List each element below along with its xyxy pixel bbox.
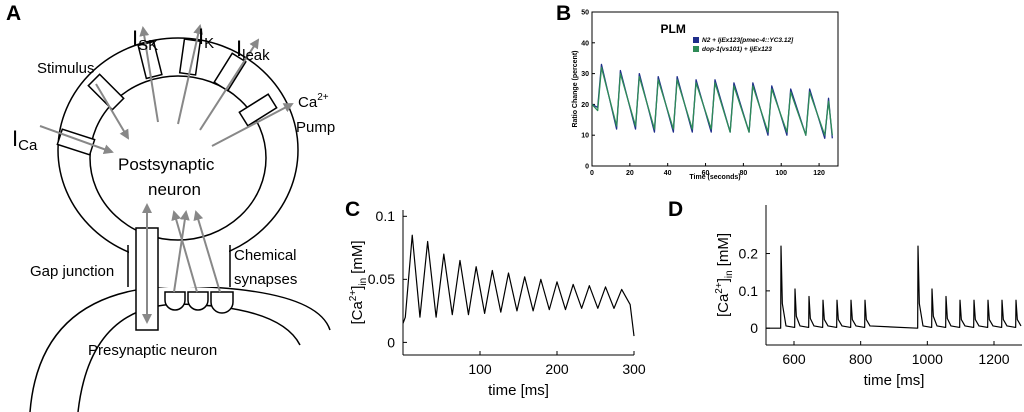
y-tick-label: 0.1 (739, 283, 759, 299)
y-axis-label: [Ca2+]in [mM] (348, 240, 369, 324)
data-line (766, 245, 1022, 329)
y-label-part: ] (349, 286, 366, 290)
panel-label: C (345, 198, 360, 221)
y-tick-label: 0 (750, 320, 758, 336)
y-tick-label: 10 (581, 133, 589, 140)
current-label: Ileak (236, 36, 270, 64)
y-label-part: ] (715, 278, 732, 282)
x-tick-label: 20 (626, 170, 634, 177)
plot-frame (591, 11, 839, 167)
x-tick-label: 60 (702, 170, 710, 177)
x-tick-label: 800 (849, 351, 873, 367)
x-tick-label: 80 (739, 170, 747, 177)
y-label-sup: 2+ (714, 282, 725, 294)
y-tick-label: 0.2 (739, 245, 759, 261)
synapse-label: Chemical (234, 247, 297, 264)
y-tick-label: 0 (585, 163, 589, 170)
current-label: ISK (132, 26, 158, 54)
panel-label: D (668, 198, 683, 221)
y-tick-label: 40 (581, 40, 589, 47)
inner-membrane (89, 75, 267, 241)
channel (213, 52, 247, 92)
arrows (39, 24, 294, 324)
arrow (177, 24, 204, 125)
legend-swatch (693, 37, 699, 43)
y-axis-label: [Ca2+]in [mM] (714, 233, 735, 317)
stimulus-label: Stimulus (37, 60, 95, 77)
x-tick-label: 300 (622, 361, 646, 377)
x-tick-label: 1000 (912, 351, 943, 367)
current-label: IK (198, 24, 214, 52)
legend-label: N2 + ljEx123[pmec-4::YC3.12] (702, 37, 794, 44)
arrow (211, 103, 294, 147)
neuron-label: Presynaptic neuron (88, 342, 217, 359)
legend-swatch (693, 46, 699, 52)
x-tick-label: 200 (545, 361, 569, 377)
x-tick-label: 600 (782, 351, 806, 367)
diagram: A (6, 2, 335, 412)
channel (87, 73, 125, 111)
panel-label: B (556, 2, 571, 25)
x-tick-label: 100 (468, 361, 492, 377)
data-line (591, 66, 833, 136)
gap-junction-label: Gap junction (30, 263, 114, 280)
synapse (210, 291, 234, 314)
channel (238, 93, 278, 127)
x-axis-label: time [ms] (488, 382, 549, 399)
arrow (171, 210, 198, 293)
x-axis-label: Time (seconds) (689, 174, 740, 181)
y-tick-label: 50 (581, 9, 589, 16)
legend-label: dop-1(vs101) + ljEx123 (702, 46, 772, 53)
y-axis-label: Ratio Change (percent) (572, 50, 579, 127)
x-tick-label: 40 (664, 170, 672, 177)
arrow (193, 210, 221, 293)
arrow (139, 26, 159, 123)
y-label-part: [mM] (715, 233, 732, 266)
y-tick-label: 20 (581, 102, 589, 109)
neuron-label: Postsynaptic (118, 155, 215, 174)
arrow (173, 210, 190, 293)
panel-label: A (6, 2, 21, 25)
y-label-sup: 2+ (348, 290, 359, 302)
arrow (39, 125, 114, 154)
y-label-part: [Ca (349, 301, 366, 325)
neuron-label: neuron (148, 180, 201, 199)
current-label: ICa (12, 126, 38, 154)
y-tick-label: 30 (581, 71, 589, 78)
x-tick-label: 120 (813, 170, 825, 177)
y-tick-label: 0.1 (376, 208, 396, 224)
y-label-sub: in (358, 278, 369, 286)
synapse (187, 291, 209, 311)
chart-title: PLM (661, 22, 686, 36)
arrow (95, 83, 130, 140)
synapse-label: synapses (234, 271, 297, 288)
x-tick-label: 0 (590, 170, 594, 177)
y-tick-label: 0.05 (368, 271, 395, 287)
pump-label: Pump (296, 119, 335, 136)
y-label-sub: in (724, 270, 735, 278)
y-label-part: [Ca (715, 293, 732, 317)
x-tick-label: 1200 (978, 351, 1009, 367)
y-tick-label: 0 (387, 334, 395, 350)
x-tick-label: 100 (775, 170, 787, 177)
synapse (164, 291, 186, 311)
pump-label: Ca2+ (298, 92, 329, 111)
data-line (402, 234, 635, 337)
y-label-part: [mM] (349, 240, 366, 273)
arrow (199, 38, 260, 131)
x-axis-label: time [ms] (864, 372, 925, 389)
